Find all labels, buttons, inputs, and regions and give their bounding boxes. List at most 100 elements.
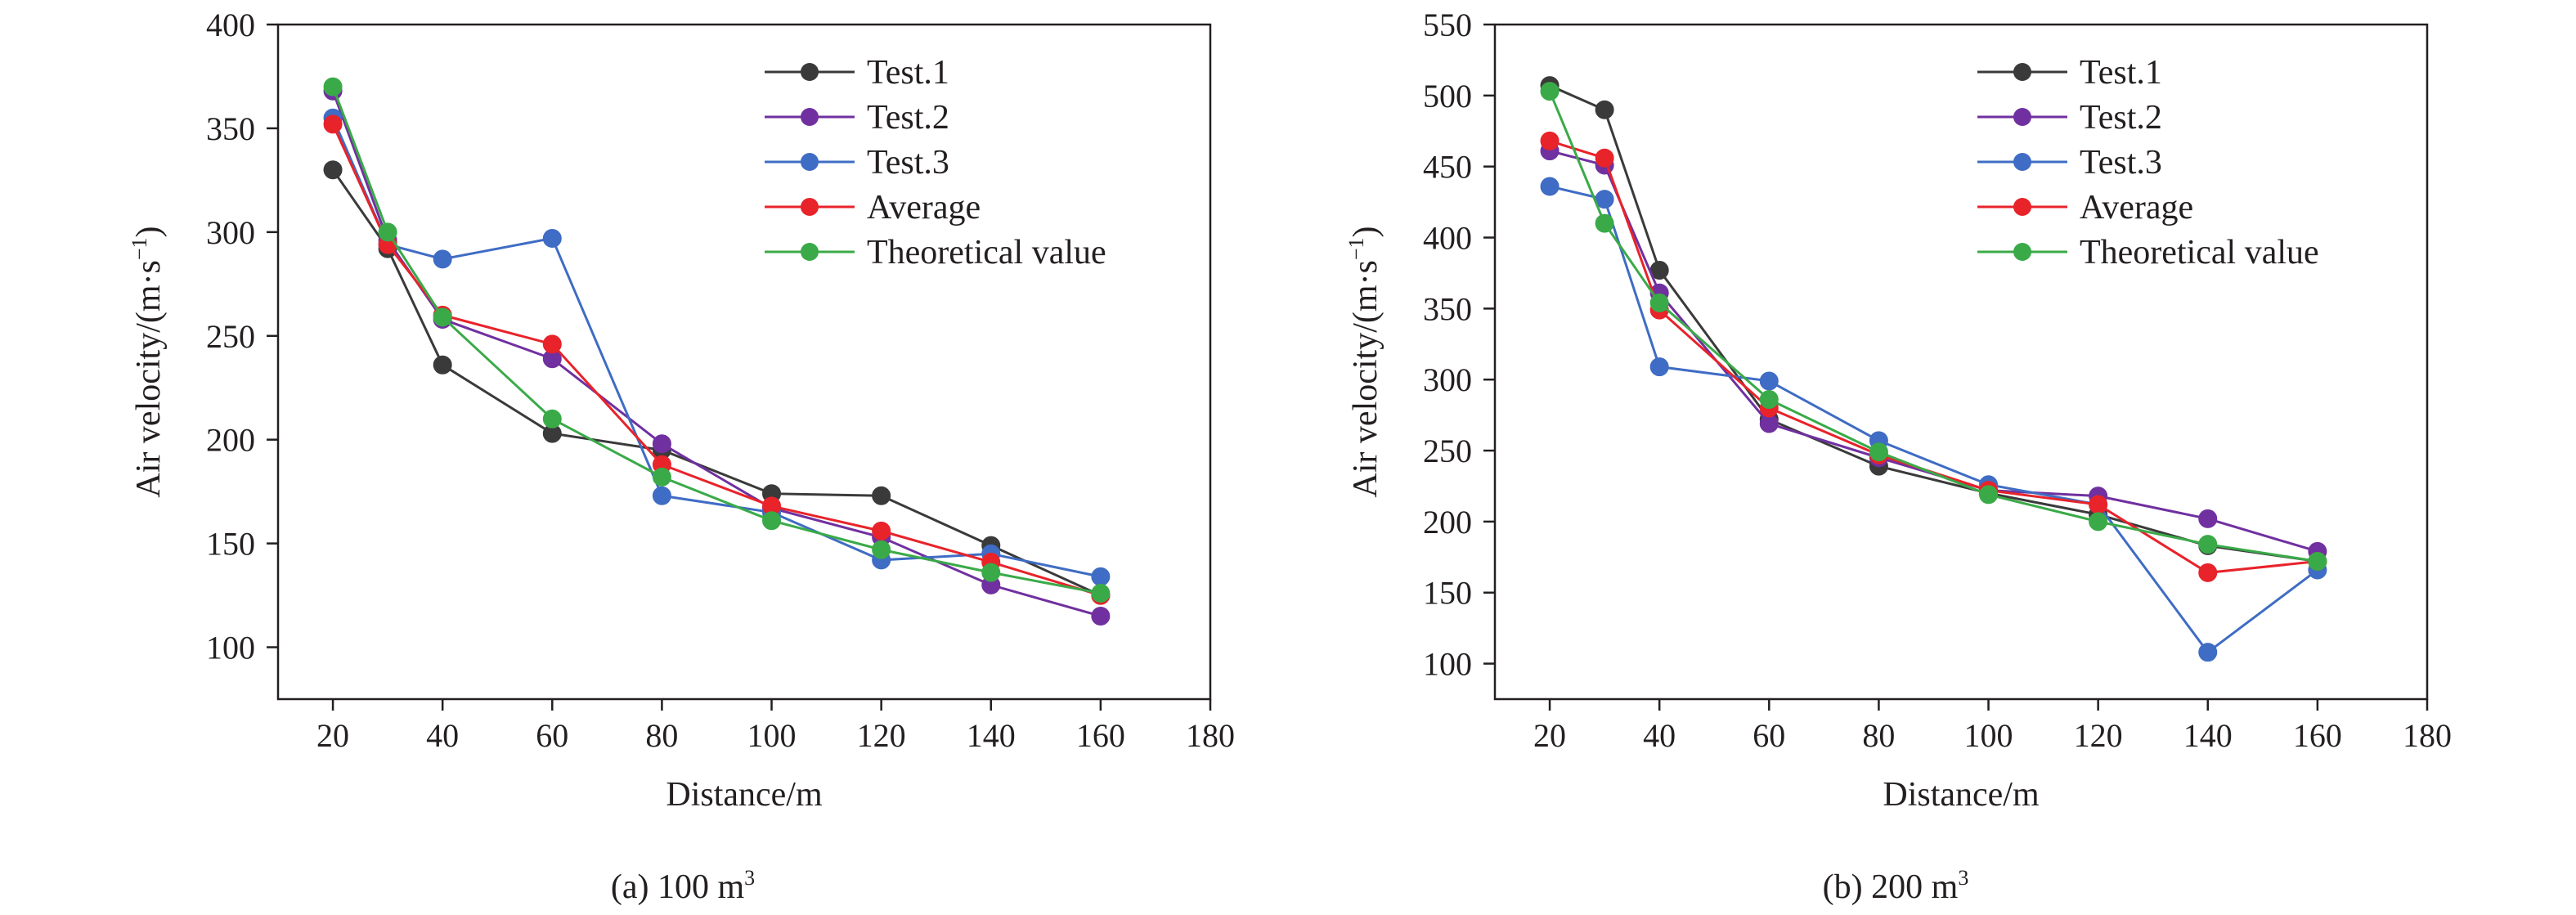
- legend-label: Average: [867, 189, 981, 227]
- legend-marker: [2013, 153, 2031, 171]
- series-test-1: [1540, 76, 2327, 572]
- data-point: [652, 434, 671, 454]
- x-tick-label: 40: [1643, 717, 1676, 754]
- x-tick-label: 60: [536, 717, 568, 754]
- x-tick-label: 20: [316, 717, 349, 754]
- legend-label: Test.1: [867, 54, 949, 92]
- x-tick-label: 180: [1186, 717, 1235, 754]
- series-line: [331, 117, 1102, 578]
- legend-marker: [2013, 243, 2031, 261]
- legend-label: Test.3: [2080, 144, 2162, 182]
- legend-item: Test.3: [1977, 144, 2162, 182]
- data-point: [433, 355, 452, 375]
- x-tick-label: 160: [2293, 717, 2342, 754]
- panel-caption: (b) 200 m3: [1823, 866, 1969, 906]
- data-point: [2198, 643, 2218, 662]
- x-tick-label: 100: [747, 717, 797, 754]
- x-axis-title: Distance/m: [666, 776, 823, 814]
- data-point: [981, 563, 1001, 582]
- data-point: [323, 77, 343, 96]
- data-point: [1869, 442, 1888, 462]
- data-point: [1979, 485, 1999, 505]
- legend-label: Test.2: [2080, 99, 2162, 137]
- panel-caption: (a) 100 m3: [611, 866, 755, 906]
- legend-item: Test.2: [1977, 99, 2162, 137]
- plot-frame: [276, 23, 1212, 701]
- series-line: [1548, 91, 2318, 563]
- y-tick-label: 400: [1423, 220, 1472, 257]
- legend-marker: [2013, 198, 2031, 216]
- data-point: [433, 307, 452, 327]
- y-tick-label: 150: [1423, 575, 1472, 612]
- x-tick-label: 60: [1752, 717, 1785, 754]
- legend-marker: [801, 153, 819, 171]
- y-tick-label: 350: [1423, 290, 1472, 327]
- x-tick-label: 20: [1533, 717, 1566, 754]
- chart-panel-b: 20 40 60 80 100 120 140 160 18010015020025030035…: [1344, 7, 2452, 906]
- y-axis-title-end: ): [1347, 226, 1384, 237]
- data-point: [1649, 357, 1669, 377]
- data-point: [433, 249, 452, 269]
- data-point: [2308, 552, 2327, 572]
- chart-panel-a: 20 40 60 80 100 120 140 160 180 100 150 200 250 300 35…: [128, 7, 1235, 906]
- y-axis-title: Air velocity/(m·s−1): [128, 226, 168, 497]
- data-point: [872, 486, 891, 505]
- legend-marker: [801, 243, 819, 261]
- x-tick-label: 120: [2074, 717, 2123, 754]
- y-tick-label: 250: [1423, 433, 1472, 469]
- y-tick-label: 300: [206, 214, 255, 251]
- y-tick-label: 550: [1423, 7, 1472, 43]
- x-tick-label: 140: [967, 717, 1016, 754]
- series-theoretical-value: [1540, 82, 2327, 572]
- data-point: [1759, 390, 1779, 410]
- panel-caption-main: (b) 200 m: [1823, 868, 1959, 906]
- y-tick-label: 150: [206, 526, 255, 563]
- data-point: [323, 160, 343, 180]
- y-axis-title-sup: −1: [128, 237, 151, 260]
- data-point: [2198, 509, 2218, 528]
- series-line: [331, 86, 1102, 595]
- y-tick-label: 200: [206, 422, 255, 459]
- y-tick-label: 100: [206, 630, 255, 666]
- data-point: [323, 114, 343, 134]
- legend-marker: [801, 63, 819, 81]
- data-point: [1540, 131, 1560, 150]
- data-point: [542, 228, 562, 248]
- y-axis-title: Air velocity/(m·s−1): [1344, 226, 1384, 497]
- series-line: [1549, 84, 2318, 563]
- legend-marker: [2013, 63, 2031, 81]
- x-tick-label: 40: [426, 717, 459, 754]
- panel-caption-main: (a) 100 m: [611, 868, 745, 906]
- data-point: [652, 486, 671, 505]
- y-tick-label: 450: [1423, 149, 1472, 186]
- data-point: [542, 409, 562, 428]
- y-axis-title-end: ): [130, 226, 168, 237]
- x-tick-label: 120: [857, 717, 906, 754]
- x-tick-label: 80: [645, 717, 678, 754]
- y-axis-title-main: Air velocity/(m·s: [1347, 260, 1384, 497]
- x-tick-label: 80: [1862, 717, 1895, 754]
- x-axis-title: Distance/m: [1883, 776, 2040, 814]
- panel-caption-sup: 3: [1958, 866, 1968, 890]
- series-line: [331, 90, 1102, 617]
- panel-caption-sup: 3: [744, 866, 755, 890]
- legend: Test.1 Test.2 Test.3 Average Theoretical val…: [1977, 54, 2319, 271]
- data-point: [1759, 371, 1779, 391]
- legend-item: Test.1: [765, 54, 949, 92]
- series-test-1: [323, 160, 1111, 605]
- legend-marker: [2013, 108, 2031, 126]
- data-point: [872, 521, 891, 540]
- x-tick-label: 140: [2183, 717, 2233, 754]
- data-point: [762, 511, 782, 531]
- legend-label: Test.3: [867, 144, 949, 182]
- data-point: [652, 467, 671, 487]
- data-point: [872, 540, 891, 559]
- data-point: [1595, 148, 1614, 168]
- legend-label: Test.1: [2080, 54, 2162, 92]
- legend-item: Test.1: [1977, 54, 2162, 92]
- data-point: [378, 222, 397, 242]
- y-tick-label: 500: [1423, 78, 1472, 114]
- legend-label: Theoretical value: [2080, 234, 2319, 271]
- data-point: [1540, 82, 1560, 101]
